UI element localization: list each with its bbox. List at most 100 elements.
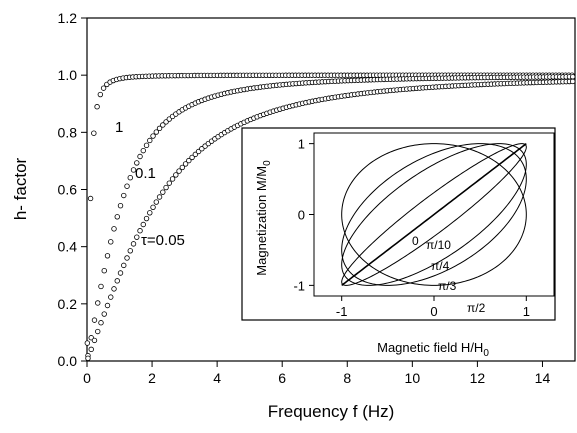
inset-x-tick-label: 1 [523,304,530,319]
x-tick-label: 2 [148,370,156,386]
data-point [84,340,91,346]
inset-plot: -1 0 1-101 Magnetic field H/H0 Magnetizati… [241,127,556,359]
data-point [570,74,576,80]
main-ticks: 0 2 4 6 8 10 12 140.00.20.40.60.81.01.2 [58,10,551,386]
inset-y-axis-title: Magnetization M/M0 [254,160,273,276]
y-tick-label: 0.2 [58,296,78,312]
data-point [147,137,153,144]
x-tick-label: 6 [278,370,286,386]
series-2 [85,74,576,359]
loop-label-pi-3: π/3 [438,279,457,293]
data-point [166,180,173,186]
data-point [124,255,130,261]
data-point [156,125,163,132]
y-tick-label: 0.8 [58,124,78,140]
y-tick-label: 1.2 [58,10,78,26]
data-point [169,176,176,182]
series-label-tau-0.05: τ=0.05 [141,232,185,249]
series-label-tau-1: 1 [115,119,123,136]
inset-x-axis-title-text: Magnetic field H/H [377,340,483,355]
data-point [101,267,107,274]
inset-x-tick-label: 0 [430,304,437,319]
data-point [98,283,104,290]
inset-loops [341,142,527,287]
data-point [91,317,98,323]
x-tick-label: 0 [83,370,91,386]
data-point [124,183,130,189]
hysteresis-loop [341,143,527,286]
main-plot: 0 2 4 6 8 10 12 140.00.20.40.60.81.01.2 Frequen… [11,10,576,421]
data-point [94,104,100,110]
data-point [182,161,189,167]
x-tick-label: 8 [343,370,351,386]
data-point [173,172,179,178]
hysteresis-loop [341,143,527,286]
inset-y-axis-title-text: Magnetization M/M [254,166,269,276]
data-point [160,189,166,195]
data-point [153,129,159,135]
y-tick-label: 0.6 [58,182,78,198]
x-axis-title: Frequency f (Hz) [268,402,395,421]
data-point [130,241,137,247]
data-point [121,262,127,269]
inset-y-axis-title-subscript: 0 [262,160,273,166]
inset-x-tick-label: -1 [336,304,348,319]
data-point [134,234,140,240]
data-point [114,214,120,220]
data-point [140,221,146,228]
inset-y-tick-label: 0 [298,208,305,223]
data-point [150,133,156,139]
y-axis-title: h- factor [11,157,30,220]
x-tick-label: 12 [470,370,486,386]
hysteresis-loop [341,143,527,286]
data-point [108,239,114,245]
inset-frame [241,127,556,321]
hysteresis-loop [341,143,527,286]
data-point [143,142,150,149]
data-point [104,302,111,309]
y-tick-label: 1.0 [58,67,78,83]
data-point [88,346,94,353]
inset-y-tick-label: 1 [298,137,305,152]
data-point [95,300,101,306]
inset-x-axis-title-subscript: 0 [483,348,489,359]
data-point [137,153,143,160]
loop-label-0: 0 [412,234,419,248]
inset-x-axis-title: Magnetic field H/H0 [377,340,489,359]
data-point [130,167,137,173]
data-point [114,278,120,284]
data-point [121,192,127,199]
data-point [143,215,150,222]
data-point [127,248,133,254]
loop-label-pi-10: π/10 [426,238,451,252]
data-point [100,85,107,91]
data-point [147,210,153,216]
series-3 [85,78,576,362]
data-point [117,202,124,209]
y-tick-label: 0.0 [58,353,78,369]
data-point [98,320,104,326]
data-point [127,175,133,181]
data-point [108,294,114,300]
data-point [163,184,169,191]
data-point [156,194,163,200]
data-point [140,147,146,154]
data-point [137,228,143,234]
x-tick-label: 4 [213,370,221,386]
data-point [91,130,97,136]
data-point [179,164,186,171]
data-point [176,168,182,174]
data-point [134,160,140,166]
loop-label-pi-2: π/2 [467,301,486,315]
data-point [101,311,107,317]
data-point [117,270,124,276]
x-tick-label: 10 [405,370,421,386]
data-point [111,286,117,292]
loop-label-pi-4: π/4 [431,259,450,273]
data-point [150,204,156,211]
inset-ticks: -1 0 1 -1 0 1 [293,137,529,319]
data-point [91,337,98,344]
data-point [104,253,111,259]
data-point [85,355,91,362]
data-point [97,91,104,98]
